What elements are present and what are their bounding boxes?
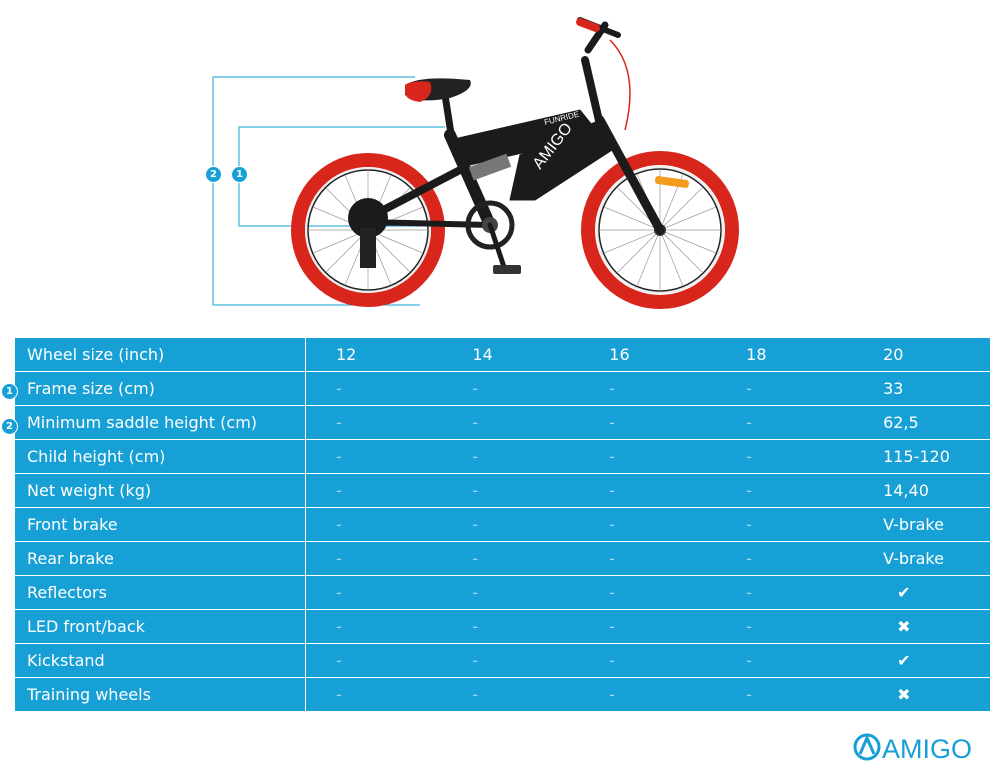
table-cell: - <box>305 609 443 644</box>
table-cell: - <box>716 609 854 644</box>
wheel-size-header-cell: 12 <box>305 338 443 372</box>
table-row: Reflectors - - - - ✔ <box>15 575 990 610</box>
table-cell: 115-120 <box>853 439 990 474</box>
table-cell: ✔ <box>853 575 990 610</box>
table-cell: ✔ <box>853 643 990 678</box>
table-cell: - <box>442 473 580 508</box>
table-cell: - <box>579 473 717 508</box>
row-label: Training wheels <box>15 677 306 711</box>
row-label: Rear brake <box>15 541 306 576</box>
row-label: Wheel size (inch) <box>15 338 306 372</box>
table-cell: - <box>579 575 717 610</box>
table-cell: ✖ <box>853 609 990 644</box>
row-label: Net weight (kg) <box>15 473 306 508</box>
saddle-height-marker: 2 <box>205 166 222 183</box>
table-cell: - <box>442 677 580 711</box>
table-cell: - <box>442 541 580 576</box>
table-row: Child height (cm) - - - -115-120 <box>15 439 990 474</box>
table-cell: - <box>579 677 717 711</box>
table-cell: - <box>442 405 580 440</box>
table-cell: - <box>579 439 717 474</box>
table-cell: - <box>305 473 443 508</box>
table-cell: - <box>305 541 443 576</box>
table-row: Frame size (cm) - - - -33 <box>15 371 990 406</box>
wheel-size-header-cell: 14 <box>442 338 580 372</box>
row-label: Kickstand <box>15 643 306 678</box>
table-cell: - <box>579 371 717 406</box>
table-cell: - <box>305 643 443 678</box>
table-cell: - <box>716 575 854 610</box>
table-cell: 14,40 <box>853 473 990 508</box>
table-cell: - <box>579 643 717 678</box>
table-cell: - <box>716 405 854 440</box>
table-cell: - <box>579 405 717 440</box>
bike-frame <box>364 21 665 274</box>
table-cell: - <box>305 439 443 474</box>
table-cell: - <box>442 643 580 678</box>
row-label: Child height (cm) <box>15 439 306 474</box>
row-label: Minimum saddle height (cm) <box>15 405 306 440</box>
table-cell: - <box>579 609 717 644</box>
saddle-height-row-marker: 2 <box>1 418 18 435</box>
row-label: Reflectors <box>15 575 306 610</box>
frame-size-marker: 1 <box>231 166 248 183</box>
frame-size-row-marker: 1 <box>1 383 18 400</box>
saddle <box>405 78 471 102</box>
table-cell: 33 <box>853 371 990 406</box>
table-cell: - <box>579 507 717 542</box>
table-row: Net weight (kg) - - - -14,40 <box>15 473 990 508</box>
bike-illustration: AMIGO FUNRIDE <box>212 17 739 309</box>
table-cell: - <box>305 677 443 711</box>
handlebar <box>576 17 631 131</box>
table-cell: - <box>716 473 854 508</box>
table-cell: - <box>579 541 717 576</box>
table-cell: - <box>442 439 580 474</box>
wheel-size-header-cell: 18 <box>716 338 854 372</box>
front-wheel <box>581 151 739 309</box>
wheel-size-header-cell: 16 <box>579 338 717 372</box>
table-cell: - <box>305 507 443 542</box>
spec-table: Wheel size (inch) 12 14 16 18 20 Frame size (c… <box>15 338 990 711</box>
table-row: Minimum saddle height (cm) - - - -62,5 <box>15 405 990 440</box>
table-cell: - <box>442 507 580 542</box>
rear-wheel <box>291 153 445 307</box>
row-label: LED front/back <box>15 609 306 644</box>
row-label: Front brake <box>15 507 306 542</box>
table-cell: V-brake <box>853 507 990 542</box>
table-row: LED front/back - - - - ✖ <box>15 609 990 644</box>
table-cell: - <box>442 371 580 406</box>
table-cell: - <box>305 575 443 610</box>
table-cell: ✖ <box>853 677 990 711</box>
amigo-logo: AMIGO <box>853 733 972 764</box>
row-label: Frame size (cm) <box>15 371 306 406</box>
table-row: Training wheels - - - - ✖ <box>15 677 990 711</box>
table-row: Kickstand - - - - ✔ <box>15 643 990 678</box>
table-cell: - <box>305 371 443 406</box>
table-row: Front brake - - - - V-brake <box>15 507 990 542</box>
logo-text: AMIGO <box>882 734 972 764</box>
table-cell: - <box>716 541 854 576</box>
table-cell: - <box>305 405 443 440</box>
table-cell: V-brake <box>853 541 990 576</box>
table-row: Rear brake - - - - V-brake <box>15 541 990 576</box>
table-cell: - <box>716 371 854 406</box>
table-header-row: Wheel size (inch) 12 14 16 18 20 <box>15 338 990 372</box>
table-cell: 62,5 <box>853 405 990 440</box>
table-cell: - <box>716 439 854 474</box>
table-cell: - <box>716 677 854 711</box>
table-cell: - <box>442 609 580 644</box>
wheel-size-header-cell: 20 <box>853 338 990 372</box>
table-cell: - <box>442 575 580 610</box>
table-cell: - <box>716 507 854 542</box>
table-cell: - <box>716 643 854 678</box>
